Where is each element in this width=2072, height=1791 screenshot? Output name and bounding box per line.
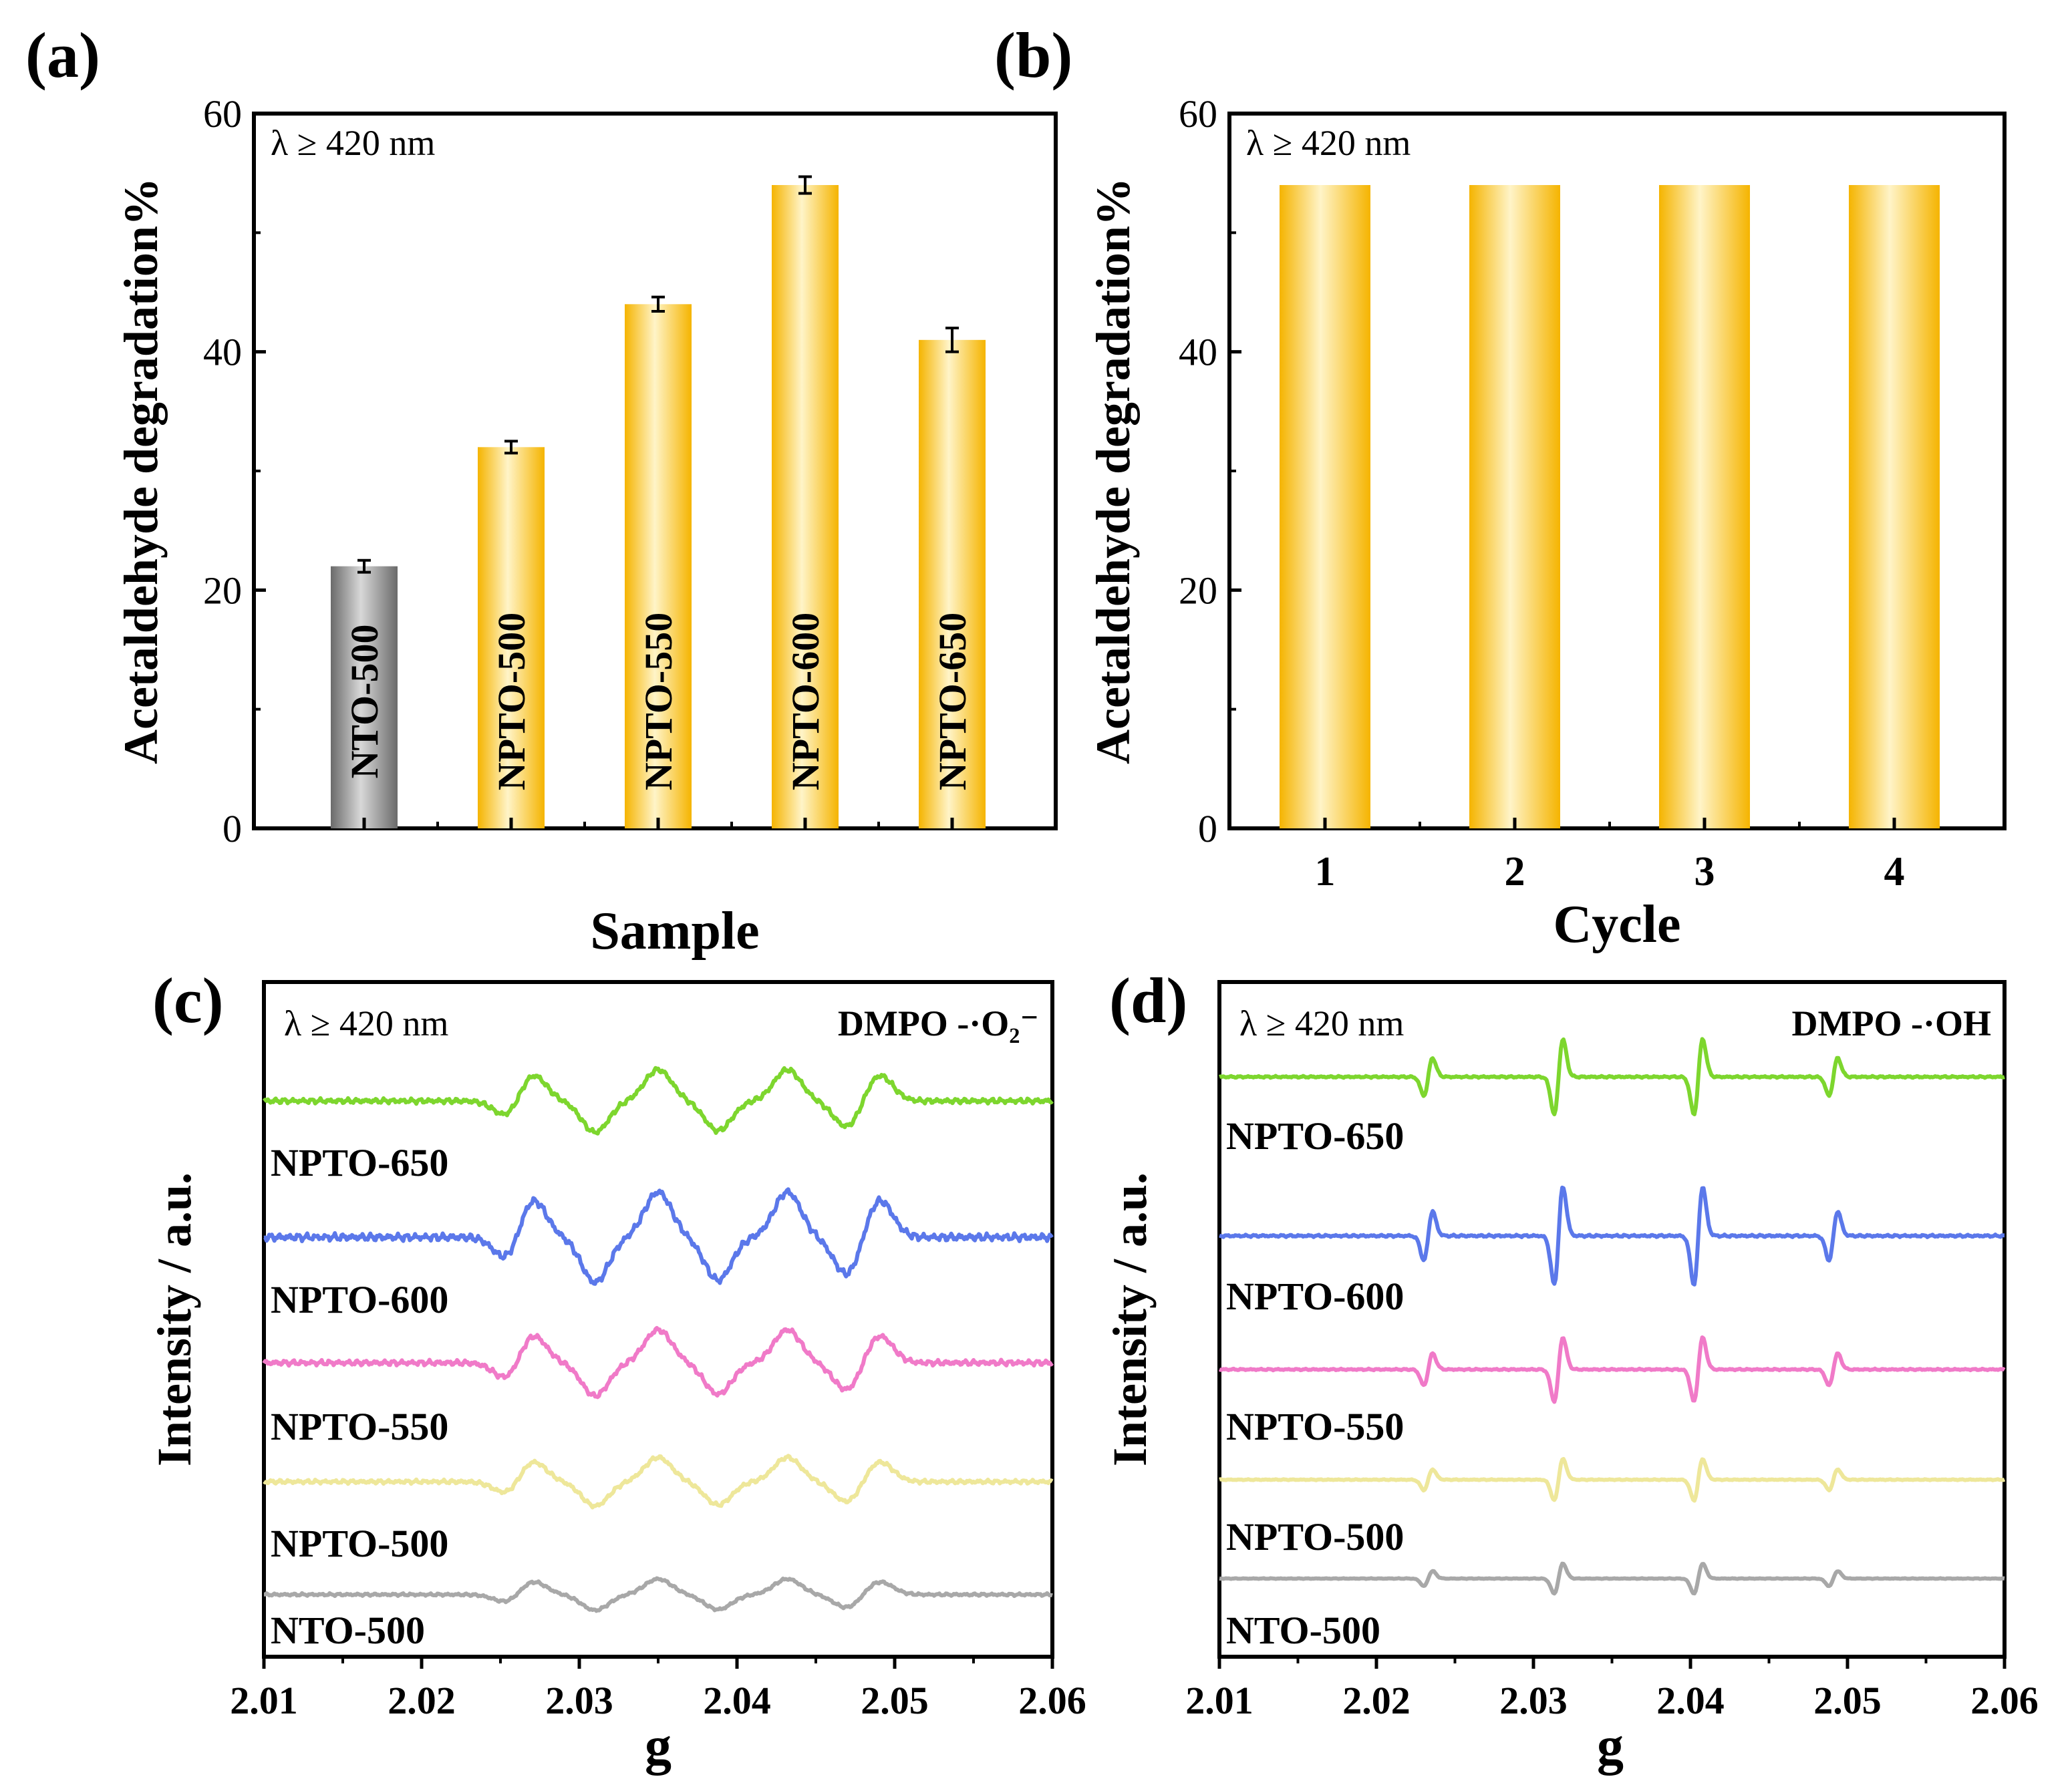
d-series-line-npto-550 xyxy=(1218,1335,2006,1404)
panel-d-epr-spectra: λ ≥ 420 nm DMPO -·OH Intensity / a.u. g … xyxy=(1103,980,2039,1776)
c-xtick-label: 2.06 xyxy=(1018,1679,1086,1722)
panel-d-ylabel: Intensity / a.u. xyxy=(1103,1172,1157,1466)
panel-label-d: (d) xyxy=(1109,965,1187,1036)
panel-c-epr-spectra: λ ≥ 420 nm DMPO -·O₂⁻ Intensity / a.u. g… xyxy=(148,980,1086,1776)
d-xtick-label: 2.03 xyxy=(1499,1679,1568,1722)
b-bar-1 xyxy=(1280,185,1370,828)
a-category-label: NPTO-600 xyxy=(784,613,827,790)
c-series-label: NPTO-550 xyxy=(271,1405,448,1448)
c-series-label: NPTO-500 xyxy=(271,1522,448,1565)
b-ytick-label: 20 xyxy=(1179,568,1217,612)
b-bar-4 xyxy=(1849,185,1940,828)
a-category-label: NTO-500 xyxy=(343,625,386,779)
b-category-label: 1 xyxy=(1315,849,1336,894)
panel-c-ylabel: Intensity / a.u. xyxy=(148,1172,201,1466)
b-ytick-label: 60 xyxy=(1179,92,1217,136)
a-bar-npto-500 xyxy=(478,447,545,828)
d-series-label: NPTO-650 xyxy=(1226,1114,1404,1158)
a-category-label: NPTO-500 xyxy=(490,613,533,790)
c-series-label: NPTO-650 xyxy=(271,1141,448,1184)
c-xtick-label: 2.02 xyxy=(388,1679,456,1722)
d-series-label: NPTO-550 xyxy=(1226,1405,1404,1448)
a-bar-npto-650 xyxy=(919,339,986,828)
d-series-line-npto-500 xyxy=(1219,1457,2006,1503)
c-series-line-nto-500 xyxy=(263,1576,1053,1613)
panel-d-probe: DMPO -·OH xyxy=(1792,1003,1991,1043)
panel-a-xlabel: Sample xyxy=(590,902,759,961)
a-category-label: NPTO-550 xyxy=(637,613,680,790)
a-bar-npto-600 xyxy=(772,185,839,828)
d-series-label: NTO-500 xyxy=(1226,1609,1380,1652)
d-xtick-label: 2.05 xyxy=(1813,1679,1882,1722)
a-ytick-label: 40 xyxy=(203,331,242,374)
b-category-label: 4 xyxy=(1884,849,1905,894)
a-category-label: NPTO-650 xyxy=(931,613,974,790)
d-series-label: NPTO-600 xyxy=(1226,1275,1404,1318)
panel-d-xlabel: g xyxy=(1597,1717,1624,1776)
panel-c-xlabel: g xyxy=(645,1717,672,1776)
c-series-line-npto-500 xyxy=(263,1454,1054,1510)
a-ytick-label: 20 xyxy=(203,568,242,612)
c-xtick-label: 2.03 xyxy=(545,1679,613,1722)
b-bar-2 xyxy=(1469,185,1560,828)
c-series-line-npto-550 xyxy=(262,1325,1054,1400)
a-bar-npto-550 xyxy=(625,304,692,828)
panel-b-xlabel: Cycle xyxy=(1553,895,1680,954)
c-series-label: NPTO-600 xyxy=(271,1278,448,1321)
panel-d-annotation: λ ≥ 420 nm xyxy=(1239,1003,1404,1043)
panel-b-bar-chart: λ ≥ 420 nm Acetaldehyde degradation% Cyc… xyxy=(1086,92,2007,954)
panel-c-probe: DMPO -·O₂⁻ xyxy=(838,1003,1039,1043)
a-bar-nto-500 xyxy=(331,566,398,828)
panel-a-annotation: λ ≥ 420 nm xyxy=(271,123,435,163)
c-xtick-label: 2.05 xyxy=(861,1679,929,1722)
c-series-line-npto-650 xyxy=(262,1066,1054,1136)
panel-label-a: (a) xyxy=(25,19,100,91)
b-ytick-label: 40 xyxy=(1179,331,1217,374)
c-series-label: NTO-500 xyxy=(271,1609,425,1652)
panel-label-c: (c) xyxy=(152,965,224,1036)
panel-b-annotation: λ ≥ 420 nm xyxy=(1246,123,1411,163)
b-category-label: 3 xyxy=(1694,849,1715,894)
b-ytick-label: 0 xyxy=(1198,807,1217,850)
b-bar-3 xyxy=(1659,185,1750,828)
d-xtick-label: 2.01 xyxy=(1185,1679,1253,1722)
d-series-line-nto-500 xyxy=(1219,1561,2005,1596)
panel-b-ylabel: Acetaldehyde degradation% xyxy=(1086,178,1140,764)
panel-a-ylabel: Acetaldehyde degradation% xyxy=(114,178,168,764)
d-xtick-label: 2.04 xyxy=(1656,1679,1725,1722)
c-xtick-label: 2.04 xyxy=(703,1679,771,1722)
d-series-line-npto-600 xyxy=(1219,1185,2005,1287)
panel-a-bar-chart: λ ≥ 420 nm Acetaldehyde degradation% Sam… xyxy=(114,92,1058,961)
d-xtick-label: 2.06 xyxy=(1970,1679,2039,1722)
panel-label-b: (b) xyxy=(994,19,1072,91)
c-series-line-npto-600 xyxy=(263,1187,1054,1286)
b-category-label: 2 xyxy=(1505,849,1525,894)
d-xtick-label: 2.02 xyxy=(1342,1679,1411,1722)
c-xtick-label: 2.01 xyxy=(230,1679,298,1722)
d-series-label: NPTO-500 xyxy=(1226,1515,1404,1559)
d-series-line-npto-650 xyxy=(1219,1037,2005,1116)
a-ytick-label: 60 xyxy=(203,92,242,136)
a-ytick-label: 0 xyxy=(223,807,242,850)
panel-c-annotation: λ ≥ 420 nm xyxy=(284,1003,448,1043)
